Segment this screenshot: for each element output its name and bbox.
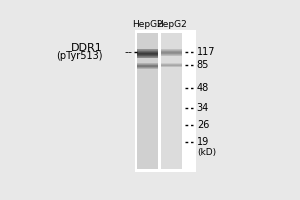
Bar bbox=[161, 49, 182, 50]
Text: 19: 19 bbox=[197, 137, 209, 147]
Bar bbox=[161, 50, 182, 51]
Bar bbox=[137, 52, 158, 53]
Text: 34: 34 bbox=[197, 103, 209, 113]
Text: HepG2: HepG2 bbox=[156, 20, 187, 29]
Bar bbox=[137, 51, 158, 52]
Text: (pTyr513): (pTyr513) bbox=[56, 51, 103, 61]
Text: HepG2: HepG2 bbox=[133, 20, 163, 29]
Bar bbox=[137, 57, 158, 58]
Bar bbox=[137, 50, 158, 51]
Bar bbox=[161, 33, 182, 169]
Text: 26: 26 bbox=[197, 120, 209, 130]
Text: --: -- bbox=[125, 47, 133, 57]
Text: DDR1: DDR1 bbox=[71, 43, 103, 53]
Bar bbox=[161, 54, 182, 55]
Bar bbox=[161, 51, 182, 52]
Bar bbox=[137, 55, 158, 56]
Bar bbox=[161, 55, 182, 56]
Bar bbox=[137, 54, 158, 55]
Bar bbox=[161, 53, 182, 54]
Bar bbox=[137, 49, 158, 50]
Bar bbox=[137, 56, 158, 57]
Text: 117: 117 bbox=[197, 47, 215, 57]
Text: 85: 85 bbox=[197, 60, 209, 70]
Bar bbox=[137, 53, 158, 54]
Bar bbox=[137, 33, 158, 169]
Text: 48: 48 bbox=[197, 83, 209, 93]
Bar bbox=[135, 30, 196, 172]
Text: (kD): (kD) bbox=[197, 148, 216, 157]
Bar bbox=[161, 52, 182, 53]
